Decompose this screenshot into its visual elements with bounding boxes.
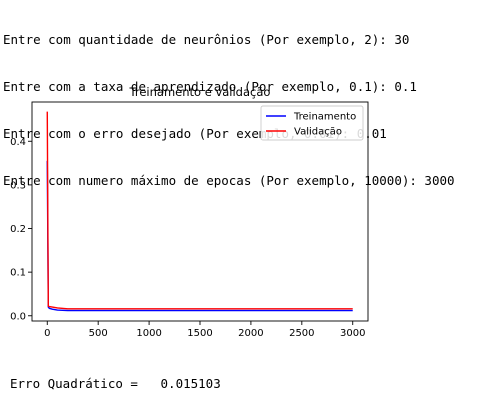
y-tick-label: 0.3 — [10, 180, 26, 191]
x-tick-label: 2500 — [289, 328, 314, 339]
series-line-treinamento — [47, 161, 352, 311]
legend-label-treinamento: Treinamento — [293, 112, 356, 123]
x-tick-label: 2000 — [238, 328, 263, 339]
x-tick-label: 0 — [44, 328, 50, 339]
series-line-validacao — [47, 112, 352, 309]
squared-error-result: Erro Quadrático = 0.015103 — [10, 375, 221, 392]
legend-label-validacao: Validação — [294, 127, 342, 138]
x-tick-label: 3000 — [340, 328, 365, 339]
x-tick-label: 1000 — [136, 328, 161, 339]
y-tick-label: 0.4 — [10, 137, 26, 148]
chart-title: Treinamento e validação — [129, 85, 271, 99]
y-tick-label: 0.0 — [10, 311, 26, 322]
x-tick-label: 500 — [89, 328, 108, 339]
y-tick-label: 0.2 — [10, 224, 26, 235]
x-tick-label: 1500 — [187, 328, 212, 339]
y-tick-label: 0.1 — [10, 268, 26, 279]
